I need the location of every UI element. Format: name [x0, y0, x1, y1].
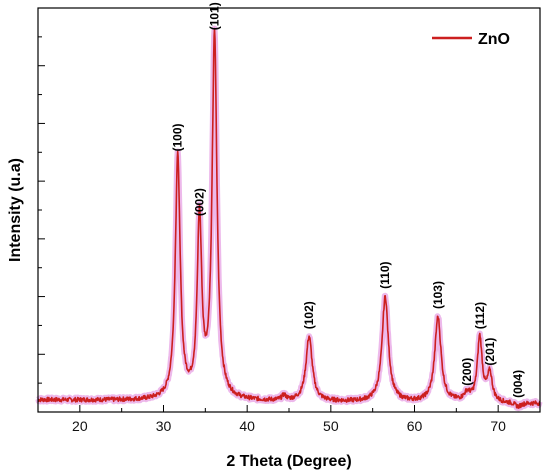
peak-label: (004) [511, 370, 525, 398]
plot-frame [37, 7, 541, 413]
x-axis-title: 2 Theta (Degree) [226, 453, 351, 470]
series-zno-halo [35, 25, 543, 412]
peak-label: (101) [208, 2, 222, 30]
series-zno [35, 25, 543, 412]
peak-label: (002) [192, 188, 206, 216]
x-tick-label: 60 [407, 418, 423, 434]
peak-label: (110) [378, 261, 392, 288]
x-tick-label: 20 [72, 418, 88, 434]
x-tick-label: 30 [156, 418, 172, 434]
peak-label: (102) [302, 301, 316, 329]
peak-label: (112) [473, 302, 487, 329]
x-tick-label: 50 [323, 418, 339, 434]
x-tick-label: 70 [490, 418, 506, 434]
legend-label-zno: ZnO [478, 31, 510, 48]
peak-label: (103) [431, 281, 445, 309]
legend: ZnO [432, 31, 510, 48]
peak-label: (200) [460, 358, 474, 386]
series-zno-line [37, 27, 541, 409]
y-axis-title: Intensity (u.a) [7, 158, 24, 262]
x-tick-label: 40 [239, 418, 255, 434]
peak-label: (201) [483, 338, 497, 366]
peak-label: (100) [171, 123, 185, 151]
